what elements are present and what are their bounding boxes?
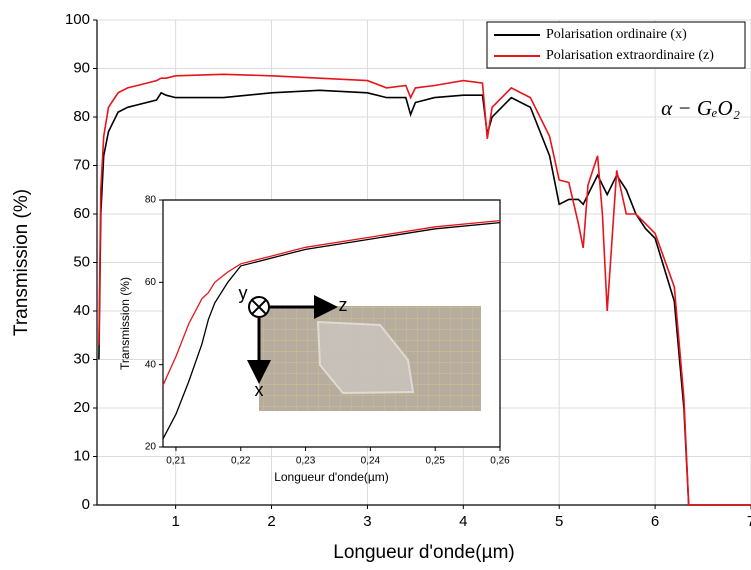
x-tick-label: 4: [459, 513, 467, 530]
y-axis-cross: [251, 299, 267, 315]
x-tick-label: 6: [651, 513, 659, 530]
y-tick-label: 80: [145, 195, 157, 206]
y-tick-label: 40: [145, 359, 157, 370]
y-tick-label: 100: [65, 11, 90, 28]
x-tick-label: 0,22: [231, 456, 251, 467]
y-tick-label: 30: [73, 350, 90, 367]
y-tick-label: 20: [73, 399, 90, 416]
y-tick-label: 50: [73, 253, 90, 270]
y-tick-label: 60: [73, 205, 90, 222]
y-axis-label: Transmission (%): [118, 277, 132, 370]
photo-axis-label: x: [255, 380, 264, 400]
y-tick-label: 10: [73, 447, 90, 464]
crystal: [316, 320, 415, 395]
x-tick-label: 0,26: [490, 456, 510, 467]
legend-label: Polarisation extraordinaire (z): [546, 48, 714, 63]
x-axis-label: Longueur d'onde(µm): [333, 542, 514, 563]
y-tick-label: 40: [73, 302, 90, 319]
y-tick-label: 80: [73, 108, 90, 125]
y-tick-label: 0: [82, 496, 90, 513]
y-tick-label: 70: [73, 156, 90, 173]
y-tick-label: 20: [145, 442, 157, 453]
x-tick-label: 0,24: [361, 456, 381, 467]
x-tick-label: 0,25: [425, 456, 445, 467]
y-tick-label: 90: [73, 59, 90, 76]
x-tick-label: 2: [267, 513, 275, 530]
data-line: [162, 221, 501, 440]
annotation: α − GₑO₂: [661, 96, 740, 120]
x-axis-label: Longueur d'onde(µm): [274, 470, 389, 484]
x-tick-label: 7: [747, 513, 751, 530]
legend-box: [486, 21, 746, 69]
x-tick-label: 0,23: [296, 456, 316, 467]
x-tick-label: 3: [363, 513, 371, 530]
photo-axis-label: y: [239, 283, 248, 303]
x-tick-label: 5: [555, 513, 563, 530]
axis-frame: [96, 20, 751, 506]
legend-label: Polarisation ordinaire (x): [546, 27, 687, 42]
axis-frame: [162, 199, 501, 448]
x-tick-label: 1: [171, 513, 179, 530]
data-line: [98, 73, 751, 506]
y-tick-label: 60: [145, 277, 157, 288]
photo-axis-label: z: [339, 295, 348, 315]
x-tick-label: 0,21: [166, 456, 186, 467]
y-axis-label: Transmission (%): [11, 189, 32, 336]
data-line: [162, 219, 501, 386]
